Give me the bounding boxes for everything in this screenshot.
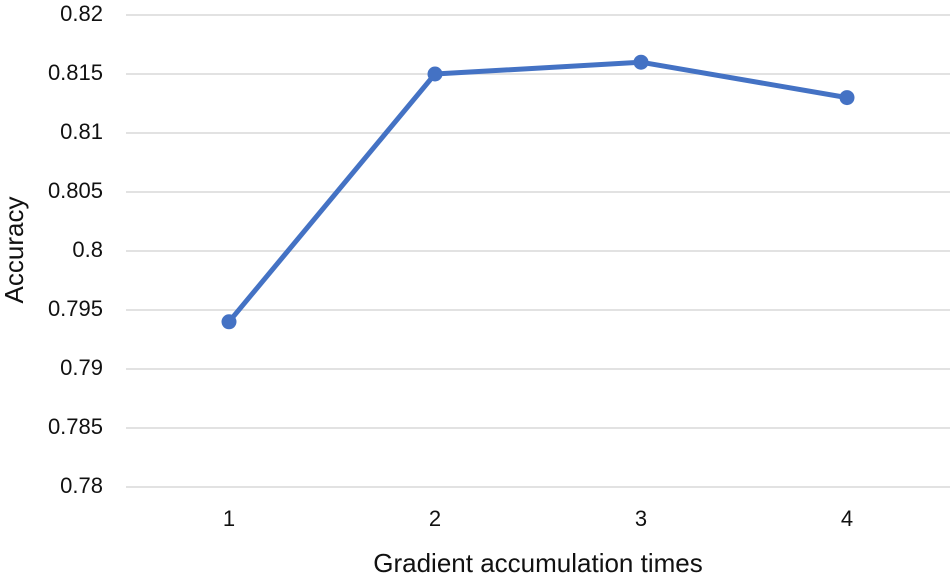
marker bbox=[427, 66, 443, 82]
line bbox=[227, 59, 848, 324]
x-tick-label: 2 bbox=[429, 506, 441, 531]
y-tick-label: 0.795 bbox=[48, 296, 103, 321]
y-tick-label: 0.79 bbox=[60, 355, 103, 380]
x-tick-label: 4 bbox=[841, 506, 853, 531]
x-tick-label: 3 bbox=[635, 506, 647, 531]
y-tick-label: 0.805 bbox=[48, 178, 103, 203]
y-tick-label: 0.785 bbox=[48, 414, 103, 439]
y-tick-label: 0.815 bbox=[48, 60, 103, 85]
y-axis-title: Accuracy bbox=[0, 197, 29, 304]
marker bbox=[839, 90, 855, 106]
y-tick-label: 0.78 bbox=[60, 473, 103, 498]
y-tick-label: 0.81 bbox=[60, 119, 103, 144]
x-axis-title: Gradient accumulation times bbox=[373, 548, 702, 578]
marker bbox=[633, 54, 649, 70]
y-tick-label: 0.8 bbox=[72, 237, 103, 262]
x-tick-label: 1 bbox=[223, 506, 235, 531]
y-tick-label: 0.82 bbox=[60, 1, 103, 26]
marker bbox=[221, 314, 237, 330]
